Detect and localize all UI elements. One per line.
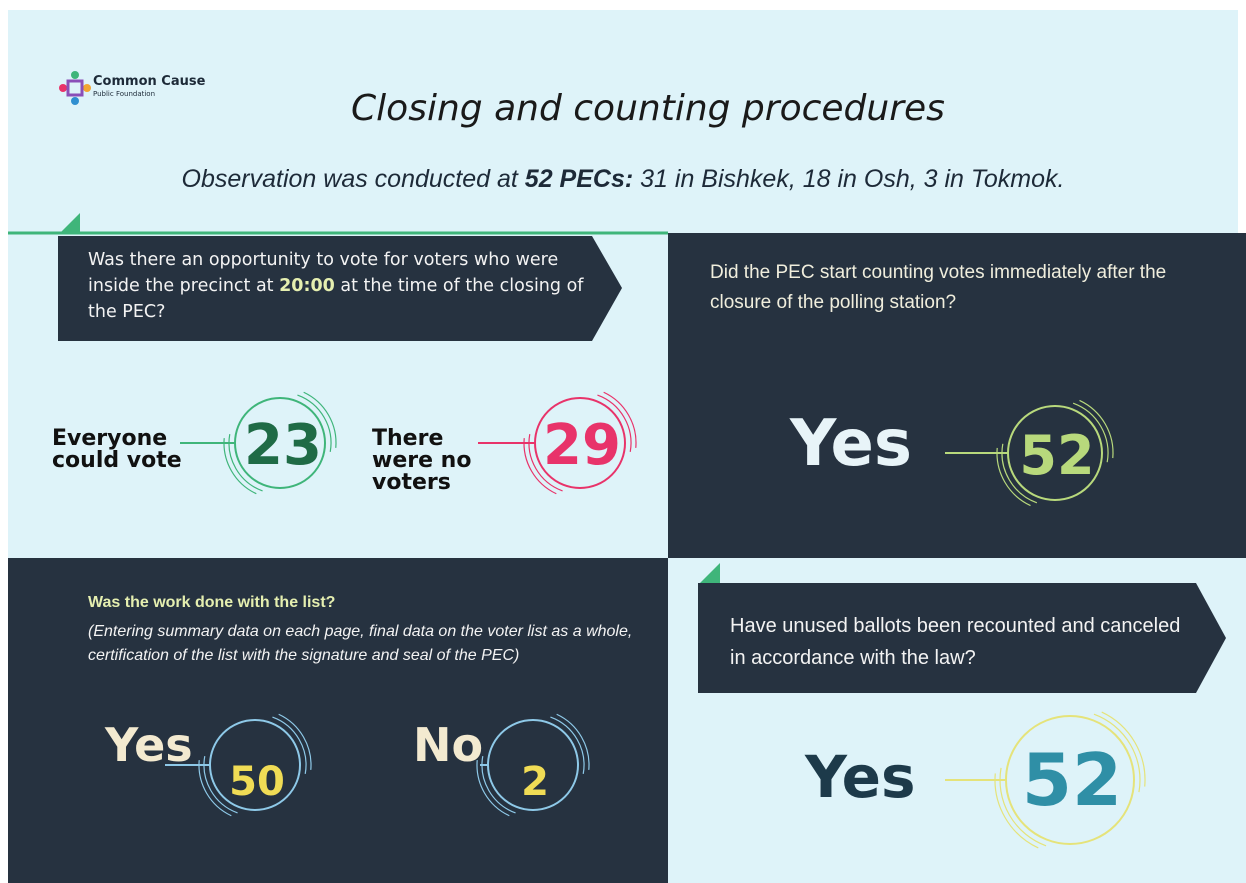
answer-label: Everyone could vote [52,426,182,473]
question-box [58,236,622,341]
ring-accent [1079,399,1114,459]
ring-accent [272,716,307,774]
answer-label: Yes [805,743,916,811]
ring-accent [603,391,637,448]
answer-value: 29 [543,413,621,478]
subtitle-part: 31 in Bishkek, 18 in Osh, 3 in Tokmok. [633,165,1065,193]
answer-value: 52 [1019,424,1095,487]
question: Was the work done with the list? [88,594,336,611]
ring-accent [1001,443,1038,504]
ring-accent [198,760,232,817]
ring [487,719,579,811]
ring [534,397,626,489]
question: Was there an opportunity to vote for vot… [88,247,588,325]
ring-accent [203,756,238,814]
question-part: Was there an opportunity to vote for vot… [88,250,559,296]
ring [1005,715,1135,845]
subtitle-part: Observation was conducted at [181,165,525,193]
ring-accent [528,434,563,492]
ring [234,397,326,489]
ring-accent [228,434,263,492]
header-bg [8,10,1238,233]
ring-accent [996,447,1031,507]
answer-value: 2 [521,759,549,805]
ring-accent [999,767,1047,847]
ring-accent [476,760,510,817]
ring-accent [523,438,557,495]
answer-label: There were no voters [372,426,472,495]
answer-value: 50 [229,759,285,805]
question: Have unused ballots been recounted and c… [730,615,1181,669]
panel-bg [668,233,1246,558]
subtitle: Observation was conducted at 52 PECs: 31… [0,165,1246,194]
ring-accent [1072,402,1109,463]
accent [700,563,720,583]
ring-accent [550,716,585,774]
title: Closing and counting procedures [351,88,945,129]
accent [60,213,80,233]
answer-label: Yes [105,718,193,772]
answer-value: 23 [244,413,322,478]
answer-label: No [413,718,484,772]
ring-accent [1101,711,1146,787]
logo [59,71,91,105]
ring-accent [994,773,1039,849]
ring-accent [297,394,332,452]
question-part: at the time of the closing of the PEC? [88,276,584,322]
question-box [698,583,1226,693]
answer-label: Yes [790,407,912,481]
ring-accent [223,438,257,495]
ring [209,719,301,811]
ring [1007,405,1103,501]
ring-accent [597,394,632,452]
question-emph: 20:00 [279,276,335,296]
ring-accent [278,713,312,770]
subtitle-emph: 52 PECs: [524,165,634,193]
ring-accent [303,391,337,448]
answer-value: 52 [1021,738,1123,822]
logo-sub: Public Foundation [93,90,156,98]
logo-name: Common Cause [93,74,206,89]
question-note: (Entering summary data on each page, fin… [88,623,633,664]
ring-accent [556,713,590,770]
question: Did the PEC start counting votes immedia… [710,262,1167,313]
ring-accent [1093,713,1141,793]
ring-accent [481,756,516,814]
